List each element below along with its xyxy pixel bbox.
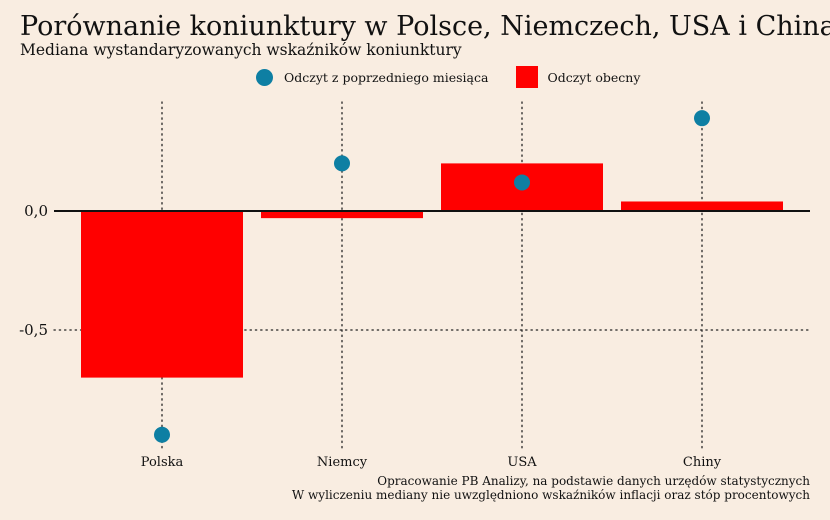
x-tick-label: Polska [141,455,184,470]
bar [621,201,783,211]
chart-subtitle: Mediana wystandaryzowanych wskaźników ko… [20,41,462,59]
x-tick-label: USA [507,455,537,470]
legend-item-previous: Odczyt z poprzedniego miesiąca [256,68,489,86]
legend-square-icon [516,66,539,88]
chart-title: Porównanie koniunktury w Polsce, Niemcze… [20,11,830,42]
bar [261,211,423,219]
data-point [514,174,530,191]
legend-item-current: Odczyt obecny [516,66,640,88]
legend-dot-icon [256,68,273,86]
data-point [694,110,710,127]
data-point [334,155,350,172]
x-tick-label: Chiny [683,455,722,470]
y-tick-label: 0,0 [24,202,48,220]
source-note: Opracowanie PB Analizy, na podstawie dan… [377,474,810,488]
method-note: W wyliczeniu mediany nie uwzględniono ws… [291,488,810,502]
y-tick-label: -0,5 [19,321,48,339]
bar [81,211,243,378]
data-point [154,426,170,443]
legend-label-current: Odczyt obecny [547,69,641,85]
x-tick-label: Niemcy [317,455,368,470]
legend: Odczyt z poprzedniego miesiąca Odczyt ob… [256,66,668,88]
legend-label-previous: Odczyt z poprzedniego miesiąca [284,69,489,85]
